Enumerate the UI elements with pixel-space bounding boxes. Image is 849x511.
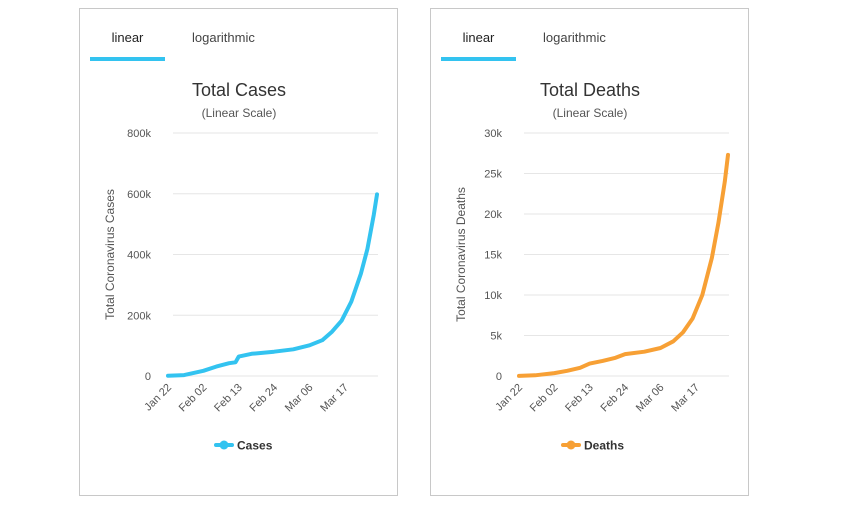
- series-line-cases: [166, 192, 379, 378]
- y-axis-label: Total Coronavirus Cases: [103, 189, 117, 320]
- y-tick-label: 10k: [484, 290, 502, 302]
- x-tick-label: Feb 13: [563, 382, 596, 415]
- active-tab-indicator: [90, 57, 165, 61]
- x-tick-label: Mar 17: [669, 382, 702, 415]
- chart-title: Total Cases: [192, 80, 286, 100]
- legend-symbol-marker: [566, 440, 576, 450]
- tab-logarithmic[interactable]: logarithmic: [543, 30, 606, 45]
- y-tick-label: 15k: [484, 250, 502, 262]
- y-tick-label: 30k: [484, 128, 502, 140]
- x-tick-label: Mar 06: [283, 382, 316, 415]
- tab-linear[interactable]: linear: [462, 30, 495, 45]
- x-tick-label: Feb 02: [528, 382, 561, 415]
- active-tab-indicator: [441, 57, 516, 61]
- x-tick-label: Feb 13: [212, 382, 245, 415]
- legend-symbol-marker: [219, 440, 229, 450]
- x-tick-label: Jan 22: [493, 382, 525, 414]
- y-tick-label: 800k: [127, 128, 151, 140]
- x-tick-label: Feb 24: [599, 382, 632, 415]
- deaths-chart: Total Deaths (Linear Scale) Total Coronavi…: [454, 80, 730, 453]
- y-tick-label: 400k: [127, 250, 151, 262]
- tab-linear[interactable]: linear: [111, 30, 144, 45]
- x-tick-label: Jan 22: [142, 382, 174, 414]
- series-line-deaths: [517, 152, 730, 378]
- y-tick-label: 600k: [127, 189, 151, 201]
- y-tick-label: 0: [145, 371, 151, 383]
- chart-panel-deaths: linear logarithmic Total Deaths (Linear S…: [430, 8, 749, 496]
- y-tick-label: 0: [496, 371, 502, 383]
- chart-title: Total Deaths: [540, 80, 640, 100]
- x-tick-label: Mar 06: [634, 382, 667, 415]
- cases-chart: Total Cases (Linear Scale) Total Coronavir…: [103, 80, 379, 453]
- chart-subtitle: (Linear Scale): [202, 106, 277, 120]
- x-tick-label: Feb 02: [177, 382, 210, 415]
- y-tick-label: 200k: [127, 310, 151, 322]
- legend-label: Cases: [237, 439, 273, 453]
- y-tick-label: 20k: [484, 209, 502, 221]
- legend-label: Deaths: [584, 439, 624, 453]
- scale-tabs: linear logarithmic: [431, 9, 748, 61]
- tab-logarithmic[interactable]: logarithmic: [192, 30, 255, 45]
- x-tick-label: Mar 17: [318, 382, 351, 415]
- chart-panel-cases: linear logarithmic Total Cases (Linear Sc…: [79, 8, 398, 496]
- chart-subtitle: (Linear Scale): [553, 106, 628, 120]
- y-tick-label: 5k: [490, 331, 502, 343]
- y-axis-label: Total Coronavirus Deaths: [454, 187, 468, 322]
- x-tick-label: Feb 24: [248, 382, 281, 415]
- y-tick-label: 25k: [484, 169, 502, 181]
- scale-tabs: linear logarithmic: [80, 9, 397, 61]
